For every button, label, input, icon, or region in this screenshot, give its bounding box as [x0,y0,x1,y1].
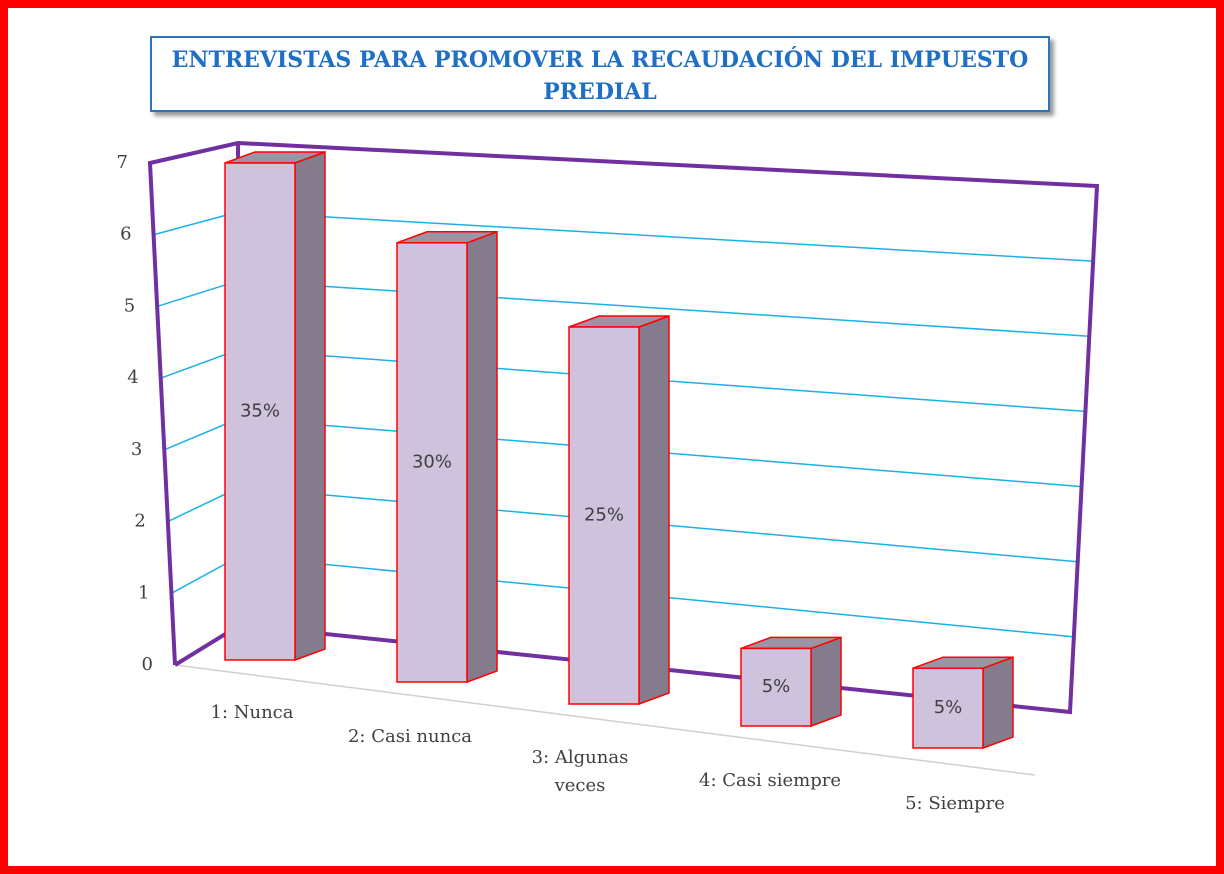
y-tick-label: 2 [134,511,145,532]
bar: 35% [224,150,326,662]
x-tick-label: 2: Casi nunca [347,726,473,747]
bar-side [982,656,1014,750]
bar-front [912,667,984,749]
bar-side [466,230,498,684]
y-tick-label: 0 [142,654,153,675]
bar-side [294,150,326,662]
bar-side [638,314,670,706]
x-tick-label: 4: Casi siempre [699,770,841,791]
bar: 5% [912,656,1014,750]
x-tick-label: 3: Algunas veces [531,747,629,796]
floor-line [174,664,1036,776]
bar: 25% [568,314,670,706]
y-tick-label: 4 [127,367,138,388]
x-tick-label: 1: Nunca [210,702,294,723]
y-tick-label: 6 [120,224,131,245]
y-tick-label: 1 [138,582,149,603]
bar-front [396,242,468,683]
data-label: 30% [412,451,452,472]
data-label: 25% [584,505,624,526]
x-tick-label: 5: Siempre [905,793,1005,814]
y-tick-label: 7 [117,152,128,173]
bar: 5% [740,636,842,728]
bar-front [740,647,812,727]
bar-front [568,326,640,705]
y-tick-label: 3 [131,439,142,460]
bar-side [810,636,842,728]
data-label: 35% [240,401,280,422]
data-label: 5% [762,676,791,697]
chart-title: ENTREVISTAS PARA PROMOVER LA RECAUDACIÓN… [150,36,1050,112]
data-label: 5% [934,697,963,718]
y-tick-label: 5 [124,295,135,316]
bar: 30% [396,230,498,684]
bar-front [224,162,296,661]
